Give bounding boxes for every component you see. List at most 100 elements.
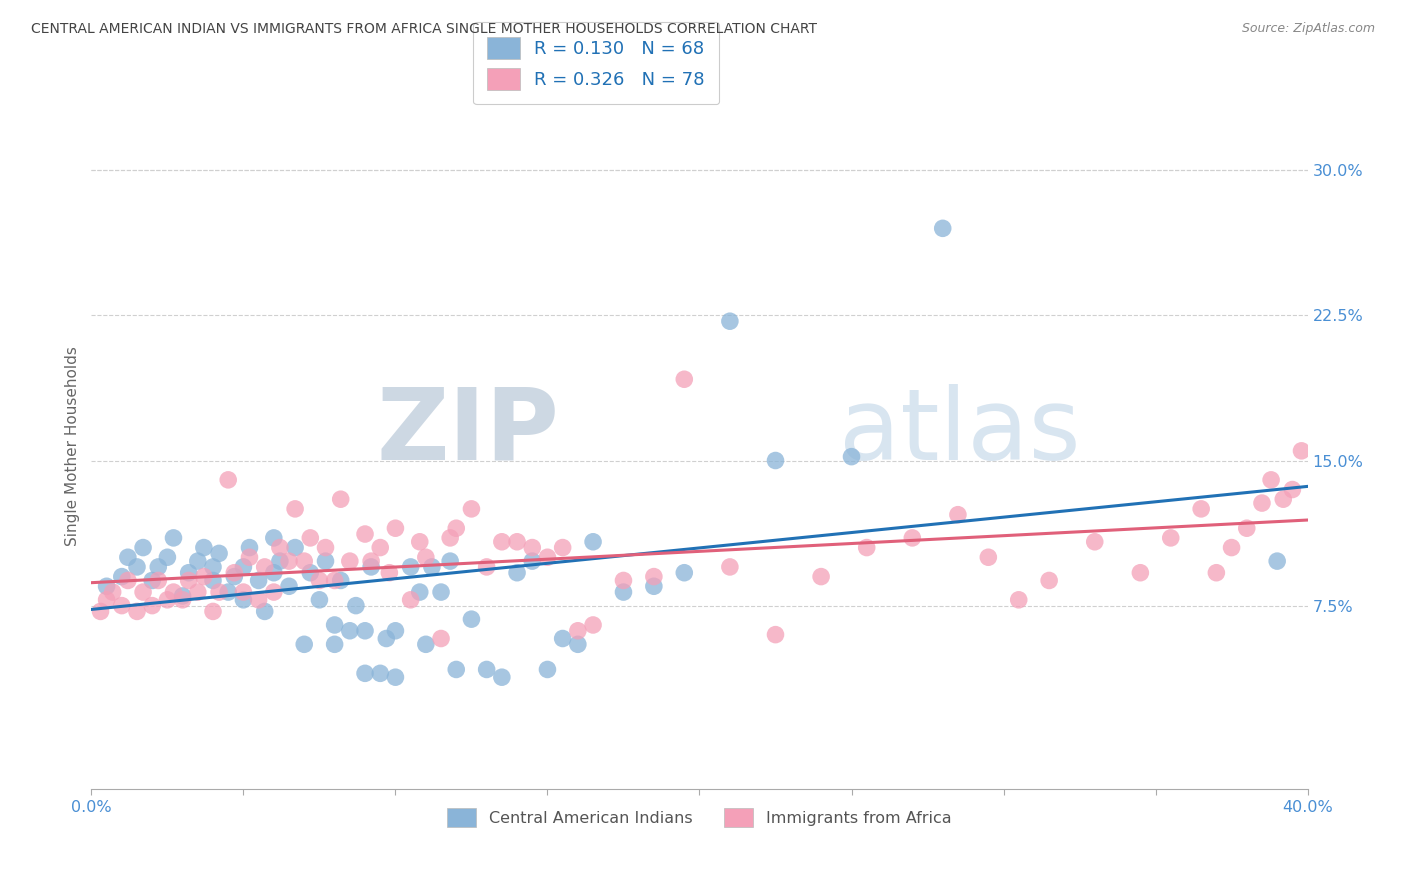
Point [1260,473,1282,487]
Point [536,550,558,565]
Point [253,604,276,618]
Point [415,637,437,651]
Point [125,560,148,574]
Point [111,599,134,613]
Point [339,624,361,638]
Point [855,541,877,555]
Point [117,574,139,588]
Point [269,541,291,555]
Point [232,560,254,574]
Point [292,554,315,568]
Point [491,670,513,684]
Point [384,670,406,684]
Point [329,574,352,588]
Point [278,579,301,593]
Point [643,579,665,593]
Point [522,541,544,555]
Point [329,492,352,507]
Point [156,592,179,607]
Point [444,663,467,677]
Point [444,521,467,535]
Point [148,560,170,574]
Point [522,554,544,568]
Point [323,618,346,632]
Point [643,569,665,583]
Point [506,566,529,580]
Point [1084,534,1107,549]
Point [111,569,134,583]
Text: Source: ZipAtlas.com: Source: ZipAtlas.com [1241,22,1375,36]
Point [460,612,482,626]
Point [582,618,605,632]
Point [360,554,382,568]
Text: CENTRAL AMERICAN INDIAN VS IMMIGRANTS FROM AFRICA SINGLE MOTHER HOUSEHOLDS CORRE: CENTRAL AMERICAN INDIAN VS IMMIGRANTS FR… [31,22,817,37]
Point [208,585,231,599]
Point [765,453,787,467]
Point [217,473,239,487]
Point [1205,566,1227,580]
Point [278,554,301,568]
Point [202,574,225,588]
Point [172,589,194,603]
Point [284,541,307,555]
Point [263,531,285,545]
Point [308,592,330,607]
Point [148,574,170,588]
Point [299,566,322,580]
Point [536,663,558,677]
Point [117,550,139,565]
Point [96,592,118,607]
Point [308,574,330,588]
Point [1129,566,1152,580]
Point [810,569,832,583]
Point [96,579,118,593]
Point [125,604,148,618]
Point [193,569,215,583]
Point [323,574,346,588]
Point [612,574,634,588]
Point [506,534,529,549]
Point [612,585,634,599]
Point [339,554,361,568]
Point [263,585,285,599]
Point [1008,592,1031,607]
Point [491,534,513,549]
Point [269,554,291,568]
Point [368,541,391,555]
Point [132,541,155,555]
Point [384,624,406,638]
Point [415,550,437,565]
Point [931,221,953,235]
Point [232,585,254,599]
Point [238,541,260,555]
Point [439,554,461,568]
Text: ZIP: ZIP [377,384,560,481]
Point [430,585,453,599]
Point [247,592,270,607]
Point [141,574,163,588]
Legend: Central American Indians, Immigrants from Africa: Central American Indians, Immigrants fro… [441,802,957,833]
Point [378,566,401,580]
Point [299,531,322,545]
Point [475,663,498,677]
Point [360,560,382,574]
Point [551,541,574,555]
Point [187,585,209,599]
Point [399,560,422,574]
Point [177,574,200,588]
Point [156,550,179,565]
Point [354,624,377,638]
Point [375,632,398,646]
Point [224,566,246,580]
Y-axis label: Single Mother Households: Single Mother Households [65,346,80,546]
Text: atlas: atlas [839,384,1081,481]
Point [765,627,787,641]
Point [901,531,924,545]
Point [1220,541,1243,555]
Point [1251,496,1274,510]
Point [193,541,215,555]
Point [567,637,589,651]
Point [101,585,124,599]
Point [132,585,155,599]
Point [177,566,200,580]
